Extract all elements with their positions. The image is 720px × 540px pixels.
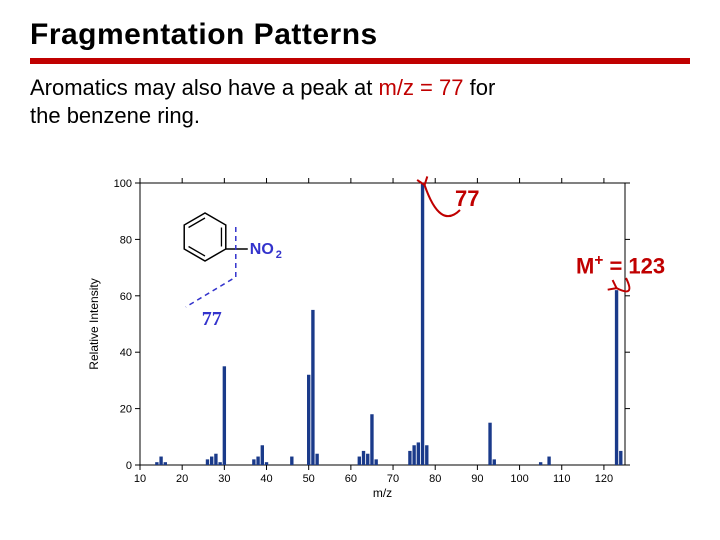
svg-text:20: 20 bbox=[120, 404, 132, 416]
annotation-m-plus-m: M bbox=[576, 253, 594, 278]
svg-text:70: 70 bbox=[387, 473, 399, 485]
svg-text:m/z: m/z bbox=[373, 486, 392, 500]
svg-text:30: 30 bbox=[218, 473, 230, 485]
svg-text:40: 40 bbox=[260, 473, 272, 485]
body-text: Aromatics may also have a peak at m/z = … bbox=[30, 74, 690, 129]
svg-text:80: 80 bbox=[120, 234, 132, 246]
slide: Fragmentation Patterns Aromatics may als… bbox=[0, 0, 720, 540]
svg-text:100: 100 bbox=[510, 473, 528, 485]
svg-text:60: 60 bbox=[120, 291, 132, 303]
annotation-m-plus-eq: = 123 bbox=[603, 253, 665, 278]
svg-text:120: 120 bbox=[595, 473, 613, 485]
annotation-peak-77: 77 bbox=[455, 186, 479, 212]
svg-text:NO: NO bbox=[250, 241, 274, 258]
svg-text:2: 2 bbox=[276, 249, 282, 261]
body-line-1-a: Aromatics may also have a peak at bbox=[30, 75, 379, 100]
svg-text:110: 110 bbox=[553, 473, 571, 485]
annotation-m-plus: M+ = 123 bbox=[576, 252, 665, 279]
svg-text:Relative Intensity: Relative Intensity bbox=[87, 278, 101, 369]
mass-spectrum-chart: 0 20 40 60 80 100 10 20 30 40 50 60 70 80 90 100 110 120 R… bbox=[80, 175, 640, 505]
annotation-peak-77-text: 77 bbox=[455, 186, 479, 211]
svg-text:0: 0 bbox=[126, 460, 132, 472]
body-highlight: m/z = 77 bbox=[379, 75, 464, 100]
svg-text:90: 90 bbox=[471, 473, 483, 485]
svg-text:50: 50 bbox=[303, 473, 315, 485]
svg-text:40: 40 bbox=[120, 347, 132, 359]
annotation-m-plus-sup: + bbox=[594, 252, 603, 269]
svg-text:80: 80 bbox=[429, 473, 441, 485]
svg-text:20: 20 bbox=[176, 473, 188, 485]
chart-svg: 0 20 40 60 80 100 10 20 30 40 50 60 70 80 90 100 110 120 R… bbox=[80, 175, 640, 505]
svg-text:77: 77 bbox=[202, 308, 222, 330]
svg-text:10: 10 bbox=[134, 473, 146, 485]
title-rule bbox=[30, 58, 690, 64]
body-line-2: the benzene ring. bbox=[30, 103, 200, 128]
svg-text:100: 100 bbox=[114, 178, 132, 190]
page-title: Fragmentation Patterns bbox=[30, 18, 690, 52]
body-line-1-b: for bbox=[463, 75, 495, 100]
svg-text:60: 60 bbox=[345, 473, 357, 485]
